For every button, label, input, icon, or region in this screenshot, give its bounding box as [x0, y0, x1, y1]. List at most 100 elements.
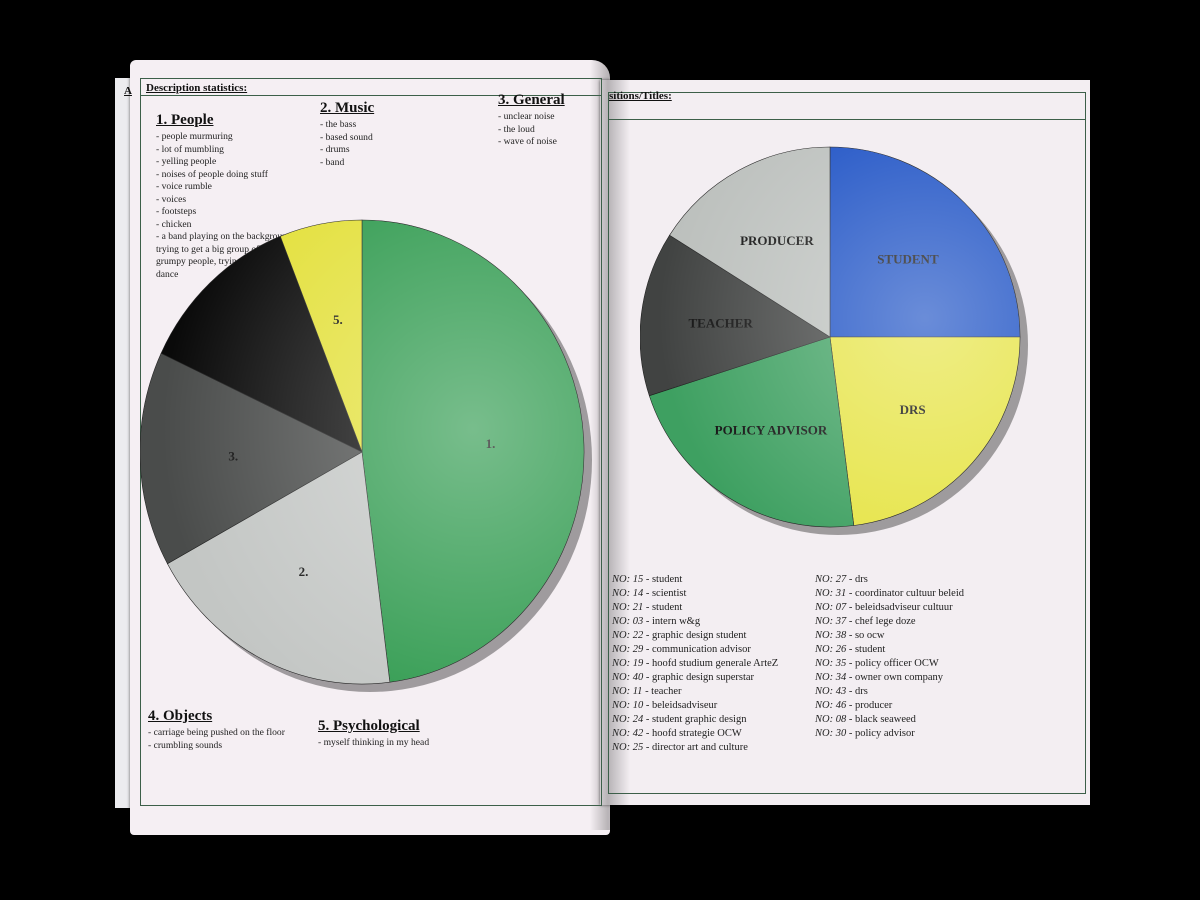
legend-label: - director art and culture	[643, 742, 748, 753]
legend-row: NO: 38 - so ocw	[815, 629, 964, 643]
section-title: 1. People	[156, 112, 214, 128]
legend-row: NO: 19 - hoofd studium generale ArteZ	[612, 657, 778, 671]
legend-label: - chef lege doze	[846, 616, 916, 627]
list-item: a band playing on the background, trying…	[156, 231, 306, 281]
list-item: lot of mumbling	[156, 144, 306, 157]
legend-row: NO: 25 - director art and culture	[612, 741, 778, 755]
legend-row: NO: 24 - student graphic design	[612, 713, 778, 727]
legend-number: NO: 35	[815, 658, 847, 669]
legend-row: NO: 11 - teacher	[612, 685, 778, 699]
legend-column-2: NO: 27 - drs NO: 31 - coordinator cultuur…	[815, 573, 964, 741]
legend-number: NO: 10	[612, 700, 644, 711]
legend-number: NO: 37	[815, 616, 847, 627]
legend-number: NO: 14	[612, 588, 644, 599]
list-item: chicken	[156, 219, 306, 232]
section-objects: 4. Objects carriage being pushed on the …	[148, 708, 318, 752]
legend-label: - student	[846, 644, 886, 655]
legend-label: - communication advisor	[643, 644, 751, 655]
book-spine	[590, 60, 630, 830]
legend-row: NO: 31 - coordinator cultuur beleid	[815, 587, 964, 601]
left-header-bar	[140, 78, 602, 96]
legend-row: NO: 46 - producer	[815, 699, 964, 713]
legend-label: - black seaweed	[846, 714, 916, 725]
list-item: yelling people	[156, 156, 306, 169]
legend-row: NO: 08 - black seaweed	[815, 713, 964, 727]
legend-number: NO: 42	[612, 728, 644, 739]
legend-row: NO: 42 - hoofd strategie OCW	[612, 727, 778, 741]
legend-number: NO: 22	[612, 630, 644, 641]
list-item: wave of noise	[498, 136, 598, 149]
section-title: 2. Music	[320, 100, 375, 116]
legend-row: NO: 29 - communication advisor	[612, 643, 778, 657]
legend-number: NO: 07	[815, 602, 847, 613]
section-general: 3. General unclear noise the loud wave o…	[498, 92, 598, 149]
legend-row: NO: 07 - beleidsadviseur cultuur	[815, 601, 964, 615]
list-item: crumbling sounds	[148, 740, 318, 753]
legend-label: - beleidsadviseur cultuur	[846, 602, 953, 613]
legend-row: NO: 27 - drs	[815, 573, 964, 587]
legend-label: - scientist	[643, 588, 687, 599]
legend-label: - graphic design superstar	[643, 672, 755, 683]
legend-number: NO: 19	[612, 658, 644, 669]
legend-label: - student	[643, 574, 683, 585]
legend-number: NO: 21	[612, 602, 644, 613]
legend-row: NO: 14 - scientist	[612, 587, 778, 601]
legend-label: - hoofd studium generale ArteZ	[643, 658, 779, 669]
legend-label: - beleidsadviseur	[643, 700, 718, 711]
legend-row: NO: 37 - chef lege doze	[815, 615, 964, 629]
legend-row: NO: 10 - beleidsadviseur	[612, 699, 778, 713]
legend-number: NO: 11	[612, 686, 643, 697]
legend-label: - graphic design student	[643, 630, 747, 641]
list-item: voices	[156, 194, 306, 207]
legend-number: NO: 24	[612, 714, 644, 725]
legend-number: NO: 34	[815, 672, 847, 683]
pie-gloss	[140, 220, 584, 684]
legend-label: - policy advisor	[846, 728, 915, 739]
legend-row: NO: 21 - student	[612, 601, 778, 615]
pie-chart-positions: STUDENTDRSPOLICY ADVISORTEACHERPRODUCER	[640, 146, 1028, 535]
list-item: people murmuring	[156, 131, 306, 144]
legend-number: NO: 38	[815, 630, 847, 641]
legend-number: NO: 15	[612, 574, 644, 585]
legend-label: - producer	[846, 700, 893, 711]
list-item: drums	[320, 144, 460, 157]
legend-number: NO: 30	[815, 728, 847, 739]
legend-label: - drs	[846, 686, 868, 697]
legend-number: NO: 26	[815, 644, 847, 655]
list-item: the bass	[320, 119, 460, 132]
legend-number: NO: 31	[815, 588, 847, 599]
legend-label: - teacher	[642, 686, 682, 697]
list-item: footsteps	[156, 206, 306, 219]
legend-label: - student	[643, 602, 683, 613]
list-item: band	[320, 157, 460, 170]
right-header: sitions/Titles:	[609, 90, 672, 102]
legend-column-1: NO: 15 - student NO: 14 - scientist NO: 21…	[612, 573, 778, 755]
legend-row: NO: 26 - student	[815, 643, 964, 657]
list-item: based sound	[320, 132, 460, 145]
legend-number: NO: 25	[612, 742, 644, 753]
left-header: Description statistics:	[146, 82, 248, 94]
legend-row: NO: 15 - student	[612, 573, 778, 587]
legend-label: - coordinator cultuur beleid	[846, 588, 965, 599]
legend-number: NO: 40	[612, 672, 644, 683]
list-item: unclear noise	[498, 111, 598, 124]
left-header-fragment: A	[124, 85, 132, 97]
legend-row: NO: 22 - graphic design student	[612, 629, 778, 643]
section-people: 1. People people murmuring lot of mumbli…	[156, 112, 306, 281]
section-psychological: 5. Psychological myself thinking in my h…	[318, 718, 478, 750]
section-title: 3. General	[498, 92, 565, 108]
legend-label: - so ocw	[846, 630, 885, 641]
legend-label: - owner own company	[846, 672, 944, 683]
legend-number: NO: 46	[815, 700, 847, 711]
legend-row: NO: 30 - policy advisor	[815, 727, 964, 741]
legend-label: - hoofd strategie OCW	[643, 728, 742, 739]
list-item: myself thinking in my head	[318, 737, 478, 750]
legend-row: NO: 35 - policy officer OCW	[815, 657, 964, 671]
legend-row: NO: 34 - owner own company	[815, 671, 964, 685]
legend-number: NO: 29	[612, 644, 644, 655]
pie-gloss	[640, 147, 1020, 527]
list-item: voice rumble	[156, 181, 306, 194]
legend-number: NO: 43	[815, 686, 847, 697]
legend-row: NO: 43 - drs	[815, 685, 964, 699]
list-item: carriage being pushed on the floor	[148, 727, 318, 740]
